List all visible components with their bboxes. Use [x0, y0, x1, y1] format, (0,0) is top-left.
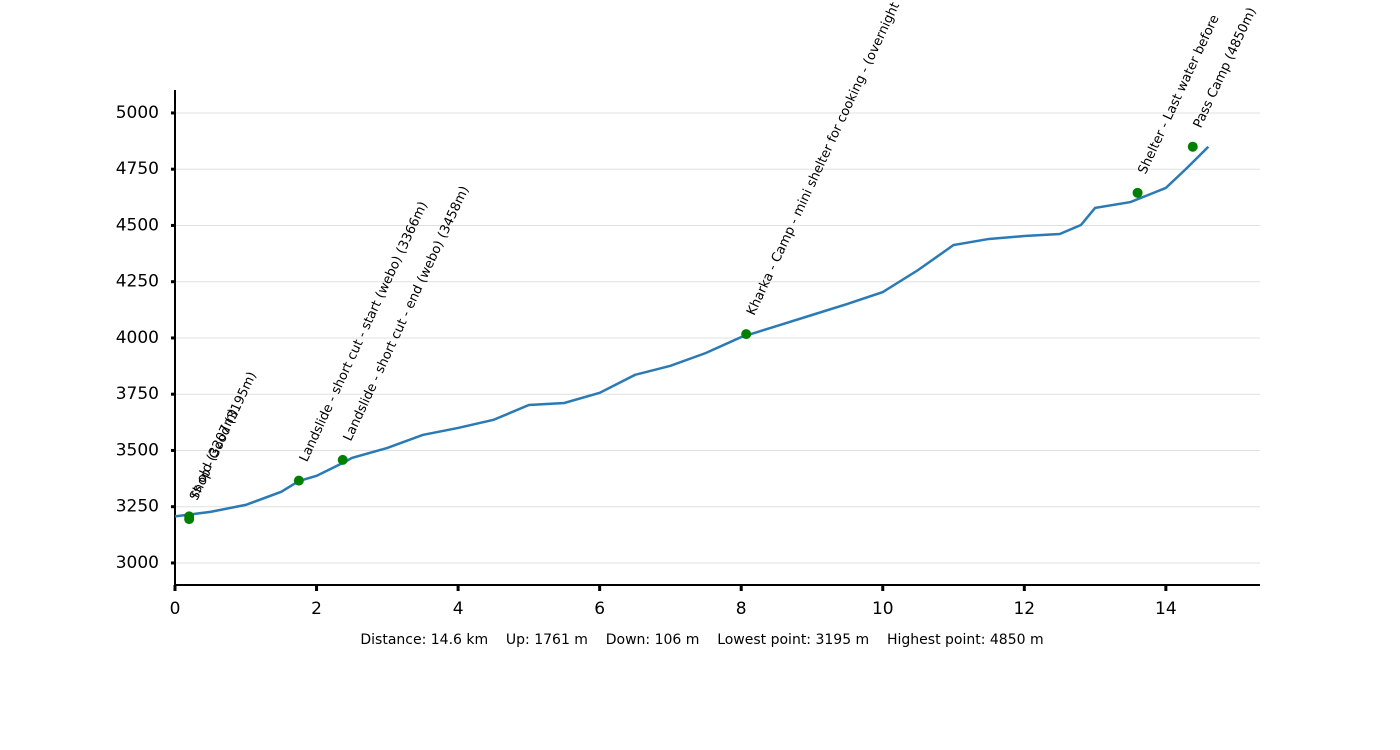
x-tick-label: 14: [1155, 599, 1177, 619]
x-tick-label: 8: [736, 599, 747, 619]
y-tick-label: 3500: [116, 440, 159, 460]
waypoint-label: Kharka - Camp - mini shelter for cooking…: [744, 0, 903, 318]
summary: Distance: 14.6 km Up: 1761 m Down: 106 m…: [360, 632, 1043, 648]
waypoint: [1132, 187, 1143, 198]
x-tick-label: 6: [594, 599, 605, 619]
waypoint: [337, 454, 348, 465]
y-tick-label: 4500: [116, 215, 159, 235]
waypoint: [741, 329, 752, 340]
waypoint-label: Landslide - short cut - start (webo) (33…: [297, 199, 431, 464]
x-tick-label: 12: [1013, 599, 1035, 619]
x-tick-label: 0: [170, 599, 181, 619]
waypoint-label: rs old (3207m): [187, 407, 241, 500]
y-tick-label: 3000: [116, 553, 159, 573]
y-tick-label: 5000: [116, 103, 159, 123]
waypoint-label: Pass Camp (4850m): [1191, 5, 1260, 130]
x-tick-label: 4: [453, 599, 464, 619]
y-tick-label: 4000: [116, 328, 159, 348]
y-tick-label: 3250: [116, 497, 159, 517]
x-tick-label: 10: [872, 599, 894, 619]
y-tick-label: 4750: [116, 159, 159, 179]
elevation-line: [174, 145, 1210, 518]
y-tick-label: 4250: [116, 272, 159, 292]
waypoint: [184, 511, 195, 522]
y-tick-label: 3750: [116, 384, 159, 404]
waypoint: [1187, 141, 1198, 152]
waypoint: [293, 475, 304, 486]
x-tick-label: 2: [311, 599, 322, 619]
